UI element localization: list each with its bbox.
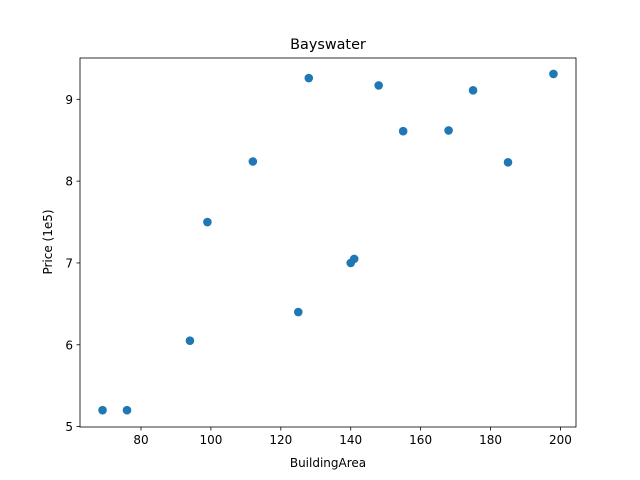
data-point <box>185 336 195 345</box>
data-point <box>248 157 258 166</box>
data-point <box>398 126 408 136</box>
x-tick-label: 160 <box>409 433 432 447</box>
data-point <box>468 86 478 95</box>
data-point <box>203 217 212 227</box>
y-tick-label: 5 <box>65 420 73 434</box>
y-axis-label: Price (1e5) <box>41 209 55 274</box>
data-point <box>122 405 132 415</box>
y-tick-label: 8 <box>65 175 73 189</box>
data-point <box>374 81 383 90</box>
x-tick-label: 120 <box>269 433 292 447</box>
y-tick-label: 7 <box>65 256 73 270</box>
y-tick-label: 6 <box>65 338 73 352</box>
x-axis-label: BuildingArea <box>290 456 366 470</box>
data-point <box>444 126 453 135</box>
x-tick-label: 140 <box>339 433 362 447</box>
x-tick-label: 100 <box>199 433 222 447</box>
data-point <box>98 405 107 415</box>
y-tick-label: 9 <box>65 93 73 107</box>
axes-frame <box>79 57 577 428</box>
plot-area: 80 100 120 140 160 180 200 5 6 7 8 9 <box>65 57 577 447</box>
data-point <box>549 69 558 79</box>
x-tick-label: 200 <box>549 433 572 447</box>
data-point <box>304 73 314 83</box>
x-tick-label: 80 <box>133 433 148 447</box>
x-tick-label: 180 <box>479 433 502 447</box>
data-point <box>349 254 359 264</box>
data-point <box>503 158 513 167</box>
chart-title: Bayswater <box>290 37 366 53</box>
data-point <box>293 307 303 317</box>
